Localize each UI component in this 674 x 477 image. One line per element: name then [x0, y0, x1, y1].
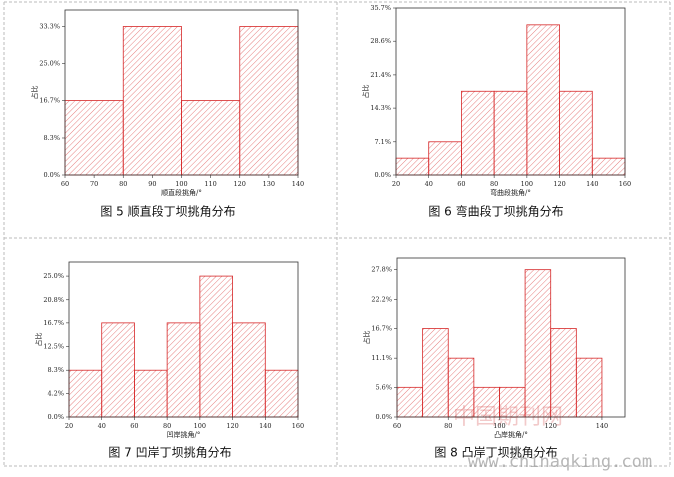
- y-tick-label: 27.8%: [371, 266, 392, 274]
- y-tick-label: 0.0%: [375, 413, 392, 421]
- bar: [550, 328, 577, 418]
- bar: [396, 386, 424, 418]
- caption: 图 5 顺直段丁坝挑角分布: [100, 204, 235, 219]
- bar: [264, 369, 299, 418]
- bar: [422, 328, 449, 418]
- bar: [232, 322, 266, 418]
- caption: 图 6 弯曲段丁坝挑角分布: [428, 204, 563, 219]
- bar: [447, 357, 475, 418]
- plot-frame: [396, 257, 626, 418]
- bar: [575, 357, 603, 418]
- x-tick-label: 100: [175, 180, 187, 188]
- bar: [428, 141, 462, 176]
- y-tick-label: 0.0%: [47, 413, 64, 421]
- y-axis-label: 占比: [30, 86, 39, 100]
- x-tick-label: 110: [204, 180, 216, 188]
- y-axis-label: 占比: [34, 333, 43, 347]
- y-tick-label: 16.7%: [371, 324, 392, 332]
- x-tick-label: 80: [490, 180, 498, 188]
- x-tick-label: 80: [119, 180, 127, 188]
- x-tick-label: 20: [65, 422, 73, 430]
- plot-frame: [68, 261, 299, 418]
- y-tick-label: 33.3%: [39, 23, 60, 31]
- x-tick-label: 140: [292, 180, 304, 188]
- bar: [239, 26, 299, 176]
- x-tick-label: 130: [263, 180, 275, 188]
- y-tick-label: 20.8%: [43, 296, 64, 304]
- x-tick-label: 160: [619, 180, 631, 188]
- bar: [493, 90, 528, 176]
- x-axis-label: 凹岸挑角/°: [167, 430, 201, 439]
- y-tick-label: 25.0%: [39, 60, 60, 68]
- watermark-url: www.chinaqking.com: [468, 452, 652, 472]
- bar: [68, 369, 103, 418]
- x-tick-label: 160: [292, 422, 304, 430]
- y-tick-label: 0.0%: [43, 171, 60, 179]
- x-tick-label: 80: [163, 422, 171, 430]
- bar: [461, 90, 495, 176]
- x-tick-label: 60: [393, 422, 401, 430]
- bar: [101, 322, 135, 418]
- x-tick-label: 60: [457, 180, 465, 188]
- bar: [64, 100, 124, 176]
- y-axis-label: 占比: [361, 85, 370, 99]
- plot-frame: [395, 7, 626, 176]
- bar: [591, 157, 626, 176]
- bar: [199, 275, 233, 418]
- y-axis-label: 占比: [362, 331, 371, 345]
- y-tick-label: 4.2%: [47, 389, 64, 397]
- x-tick-label: 100: [521, 180, 533, 188]
- x-tick-label: 100: [493, 422, 505, 430]
- x-tick-label: 120: [553, 180, 565, 188]
- x-tick-label: 140: [586, 180, 598, 188]
- x-tick-label: 40: [98, 422, 106, 430]
- y-tick-label: 7.1%: [374, 138, 391, 146]
- x-tick-label: 70: [90, 180, 98, 188]
- y-tick-label: 12.5%: [43, 343, 64, 351]
- bar: [122, 26, 182, 176]
- caption: 图 7 凹岸丁坝挑角分布: [108, 446, 231, 460]
- y-tick-label: 0.0%: [374, 171, 391, 179]
- bar: [134, 369, 168, 418]
- y-tick-label: 35.7%: [370, 4, 391, 12]
- y-tick-label: 28.6%: [370, 37, 391, 45]
- x-tick-label: 140: [259, 422, 271, 430]
- y-tick-label: 16.7%: [39, 97, 60, 105]
- bar: [181, 100, 241, 176]
- x-tick-label: 120: [226, 422, 238, 430]
- caption: 图 8 凸岸丁坝挑角分布: [434, 446, 557, 460]
- x-tick-label: 120: [544, 422, 556, 430]
- y-tick-label: 8.3%: [47, 366, 64, 374]
- x-axis-label: 顺直段挑角/°: [161, 188, 202, 197]
- x-tick-label: 60: [130, 422, 138, 430]
- x-tick-label: 20: [392, 180, 400, 188]
- bar: [526, 24, 560, 176]
- y-tick-label: 16.7%: [43, 319, 64, 327]
- bar: [524, 269, 552, 418]
- x-tick-label: 60: [61, 180, 69, 188]
- x-tick-label: 80: [444, 422, 452, 430]
- x-tick-label: 90: [148, 180, 156, 188]
- x-axis-label: 弯曲段挑角/°: [490, 188, 531, 197]
- x-tick-label: 100: [194, 422, 206, 430]
- panel-borders: [3, 1, 671, 467]
- bar: [395, 157, 430, 176]
- y-tick-label: 22.2%: [371, 295, 392, 303]
- y-tick-label: 8.3%: [43, 134, 60, 142]
- bar: [166, 322, 201, 418]
- x-tick-label: 40: [425, 180, 433, 188]
- bar: [499, 386, 526, 418]
- x-tick-label: 140: [596, 422, 608, 430]
- y-tick-label: 11.1%: [371, 354, 392, 362]
- bar: [473, 386, 500, 418]
- x-tick-label: 120: [234, 180, 246, 188]
- x-axis-label: 凸岸挑角/°: [494, 430, 528, 439]
- y-tick-label: 5.6%: [375, 383, 392, 391]
- bar: [559, 90, 593, 176]
- y-tick-label: 14.3%: [370, 104, 391, 112]
- y-tick-label: 25.0%: [43, 272, 64, 280]
- y-tick-label: 21.4%: [370, 71, 391, 79]
